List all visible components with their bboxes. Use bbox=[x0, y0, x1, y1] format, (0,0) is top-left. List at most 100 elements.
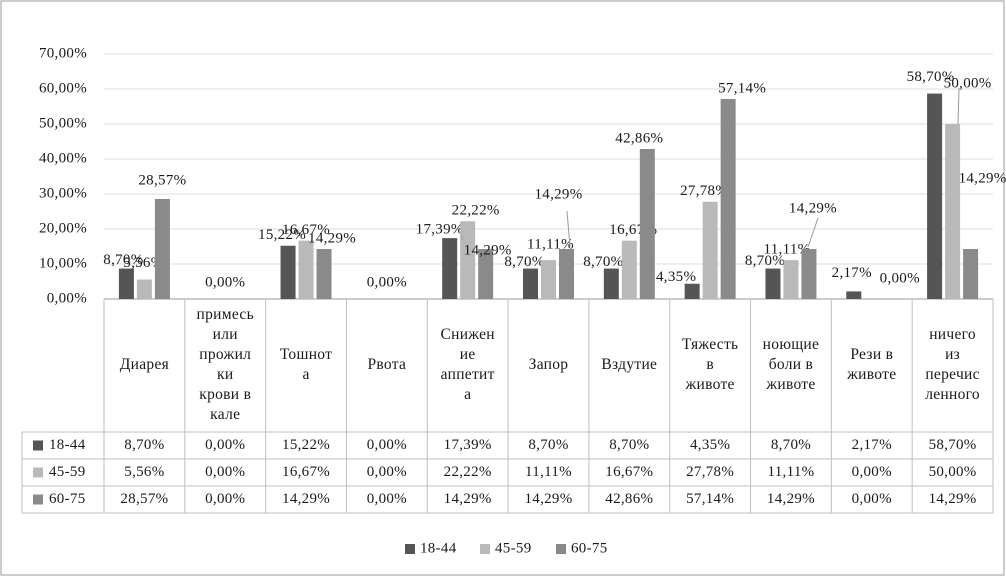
table-cell-value: 14,29% bbox=[767, 491, 815, 507]
category-label: Рези в bbox=[850, 346, 893, 363]
bar-18-44 bbox=[684, 283, 700, 299]
data-label: 2,17% bbox=[832, 265, 872, 281]
category-label: примесь bbox=[196, 306, 253, 323]
data-label: 8,70% bbox=[103, 252, 143, 268]
category-label: Тяжесть bbox=[682, 336, 739, 353]
data-label: 28,57% bbox=[138, 172, 186, 188]
category-label: перечис bbox=[925, 366, 980, 383]
bar-60-75 bbox=[154, 199, 170, 299]
data-label: 14,29% bbox=[308, 230, 356, 246]
table-legend-key bbox=[33, 494, 43, 505]
data-label: 8,70% bbox=[745, 253, 785, 269]
table-cell-value: 14,29% bbox=[524, 491, 572, 507]
data-label: 22,22% bbox=[452, 203, 500, 219]
category-label: в bbox=[706, 356, 714, 373]
bar-45-59 bbox=[541, 260, 556, 299]
table-cell-value: 0,00% bbox=[852, 491, 892, 507]
bar-60-75 bbox=[559, 248, 574, 299]
table-cell-value: 14,29% bbox=[444, 491, 492, 507]
category-label: Запор bbox=[529, 356, 569, 373]
table-series-label: 45-59 bbox=[49, 464, 86, 480]
table-legend-key bbox=[33, 440, 43, 451]
table-cell-value: 0,00% bbox=[367, 464, 407, 480]
table-cell-value: 2,17% bbox=[852, 437, 892, 453]
category-label: кале bbox=[210, 406, 240, 423]
bar-45-59 bbox=[621, 240, 637, 299]
bar-18-44 bbox=[765, 268, 781, 299]
table-cell-value: 50,00% bbox=[929, 464, 977, 480]
bar-45-59 bbox=[945, 124, 961, 299]
label-leader-line bbox=[807, 217, 819, 248]
legend-key-18-44 bbox=[405, 544, 415, 554]
category-label: животе bbox=[765, 376, 815, 393]
table-cell-value: 5,56% bbox=[124, 464, 164, 480]
data-label: 8,70% bbox=[504, 254, 544, 270]
data-label: 15,22% bbox=[258, 227, 306, 243]
label-leader-line bbox=[957, 87, 960, 125]
data-label: 4,35% bbox=[656, 269, 696, 285]
table-cell-value: 8,70% bbox=[124, 437, 164, 453]
y-tick-label: 60,00% bbox=[39, 80, 87, 96]
bar-18-44 bbox=[846, 291, 862, 299]
category-label: животе bbox=[846, 366, 896, 383]
table-cell-value: 8,70% bbox=[528, 437, 568, 453]
y-tick-label: 50,00% bbox=[39, 115, 87, 131]
legend-label: 45-59 bbox=[495, 540, 532, 556]
category-label: Тошнот bbox=[280, 346, 332, 363]
table-cell-value: 58,70% bbox=[929, 437, 977, 453]
table-cell-value: 17,39% bbox=[444, 437, 492, 453]
data-label: 0,00% bbox=[880, 270, 920, 286]
data-label: 42,86% bbox=[615, 130, 663, 146]
data-label: 57,14% bbox=[718, 80, 766, 96]
data-label: 11,11% bbox=[763, 242, 810, 258]
bar-18-44 bbox=[523, 268, 538, 299]
category-label: Диарея bbox=[120, 356, 169, 373]
bar-18-44 bbox=[280, 245, 296, 299]
data-label: 50,00% bbox=[944, 75, 992, 91]
category-label: ноющие bbox=[763, 336, 820, 353]
bar-45-59 bbox=[298, 240, 314, 299]
category-label: прожил bbox=[199, 346, 251, 363]
table-cell-value: 28,57% bbox=[120, 491, 168, 507]
table-cell-value: 0,00% bbox=[205, 437, 245, 453]
bar-18-44 bbox=[927, 93, 943, 299]
table-legend-key bbox=[33, 467, 43, 478]
table-cell-value: 0,00% bbox=[205, 464, 245, 480]
y-tick-label: 70,00% bbox=[39, 45, 87, 61]
data-label: 58,70% bbox=[907, 69, 955, 85]
table-cell-value: 42,86% bbox=[605, 491, 653, 507]
y-tick-label: 20,00% bbox=[39, 220, 87, 236]
data-label: 0,00% bbox=[205, 274, 245, 290]
bar-18-44 bbox=[603, 268, 619, 299]
table-cell-value: 11,11% bbox=[525, 464, 572, 480]
y-tick-label: 40,00% bbox=[39, 150, 87, 166]
data-label: 17,39% bbox=[416, 222, 464, 238]
table-cell-value: 27,78% bbox=[686, 464, 734, 480]
bar-60-75 bbox=[478, 248, 494, 299]
table-cell-value: 15,22% bbox=[282, 437, 330, 453]
category-label: крови в bbox=[199, 386, 251, 403]
bar-60-75 bbox=[639, 148, 655, 299]
table-cell-value: 16,67% bbox=[605, 464, 653, 480]
data-label: 14,29% bbox=[534, 186, 582, 202]
table-cell-value: 0,00% bbox=[367, 437, 407, 453]
category-label: ленного bbox=[925, 386, 980, 403]
category-label: ки bbox=[217, 366, 233, 383]
bar-45-59 bbox=[460, 221, 476, 299]
data-label: 16,67% bbox=[282, 222, 330, 238]
bar-60-75 bbox=[801, 248, 817, 299]
category-label: а bbox=[302, 366, 309, 383]
legend-key-45-59 bbox=[480, 544, 490, 554]
bar-60-75 bbox=[720, 99, 736, 299]
data-label: 8,70% bbox=[583, 254, 623, 270]
bar-45-59 bbox=[702, 201, 718, 299]
table-cell-value: 16,67% bbox=[282, 464, 330, 480]
data-label: 5,56% bbox=[123, 255, 163, 271]
table-cell-value: 57,14% bbox=[686, 491, 734, 507]
category-label: Вздутие bbox=[601, 356, 657, 373]
bar-45-59 bbox=[783, 260, 799, 299]
data-label: 14,29% bbox=[789, 200, 837, 216]
table-cell-value: 11,11% bbox=[767, 464, 814, 480]
